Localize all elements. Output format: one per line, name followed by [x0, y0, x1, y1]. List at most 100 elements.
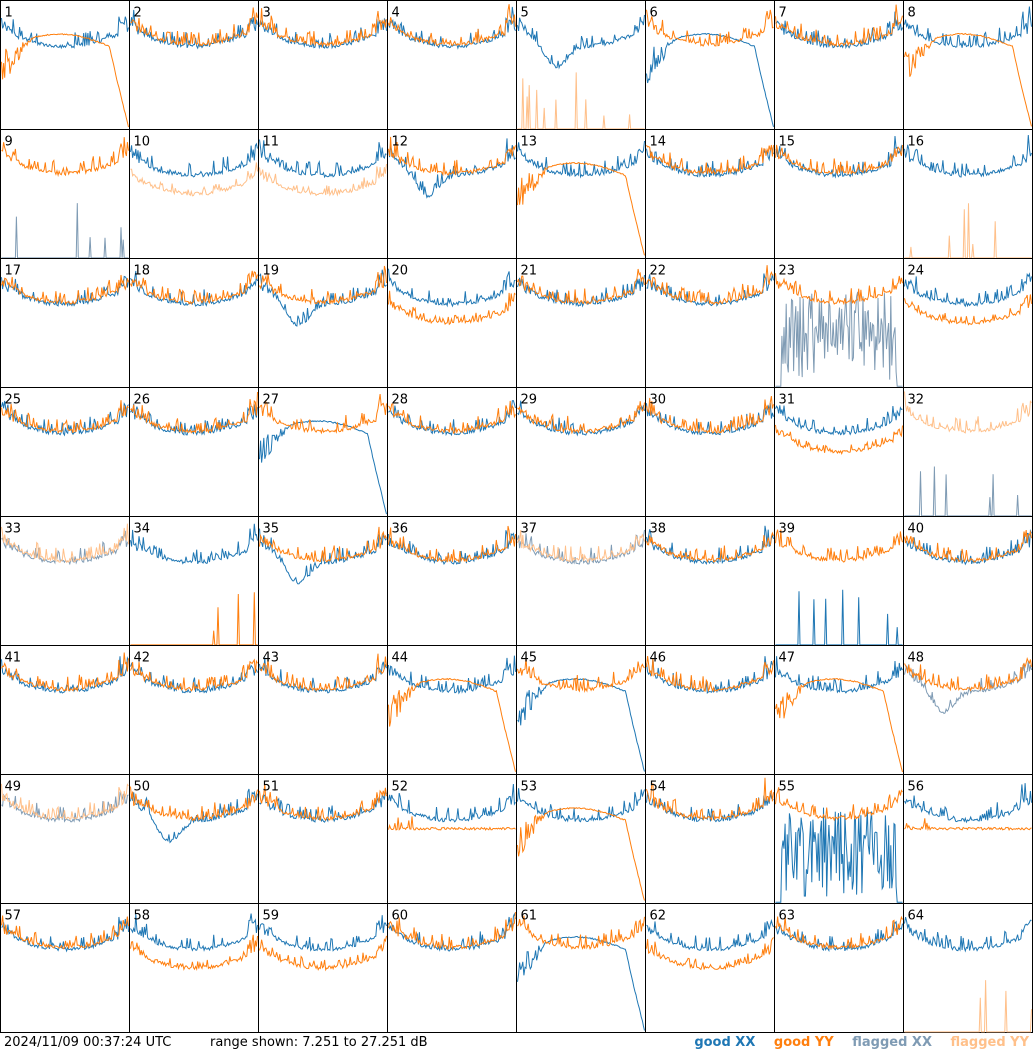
panel-label: 49: [5, 780, 22, 795]
panel-label: 12: [392, 135, 409, 150]
series-xx: [904, 783, 1032, 824]
panel-9: 9: [0, 129, 130, 259]
legend-flagged-yy: flagged YY: [950, 1035, 1030, 1050]
panel-label: 40: [908, 522, 925, 537]
series-xx: [130, 662, 258, 694]
panel-20: 20: [387, 258, 517, 388]
series-yy: [1, 33, 129, 128]
series-yy: [904, 818, 1032, 832]
panel-frame: [129, 258, 259, 388]
panel-label: 1: [5, 6, 13, 21]
series-xx: [130, 142, 258, 178]
panel-27: 27: [258, 387, 388, 517]
panel-label: 33: [5, 522, 22, 537]
panel-label: 44: [392, 651, 409, 666]
series-yy: [904, 391, 1032, 434]
panel-frame: [774, 0, 904, 130]
series-yy: [1, 652, 129, 693]
panel-frame: [903, 387, 1033, 517]
range-text: range shown: 7.251 to 27.251 dB: [210, 1035, 428, 1050]
panel-label: 35: [263, 522, 280, 537]
series-yy: [259, 935, 387, 972]
series-xx: [646, 918, 774, 952]
panel-31: 31: [774, 387, 904, 517]
panel-frame: [258, 387, 388, 517]
panel-label: 21: [521, 264, 538, 279]
panel-45: 45: [516, 645, 646, 775]
series-yy: [646, 531, 774, 563]
series-xx: [1, 203, 129, 259]
panel-label: 29: [521, 393, 538, 408]
panel-32: 32: [903, 387, 1033, 517]
panel-frame: [516, 645, 646, 775]
panel-label: 27: [263, 393, 280, 408]
panel-14: 14: [645, 129, 775, 259]
series-yy: [775, 424, 903, 455]
panel-16: 16: [903, 129, 1033, 259]
series-xx: [130, 403, 258, 436]
panel-frame: [258, 774, 388, 904]
legend-good-xx: good XX: [694, 1035, 756, 1050]
panel-frame: [516, 0, 646, 130]
panel-label: 7: [779, 6, 787, 21]
panel-label: 45: [521, 651, 538, 666]
panel-frame: [903, 774, 1033, 904]
panel-23: 23: [774, 258, 904, 388]
series-yy: [1, 400, 129, 435]
series-yy: [1, 523, 129, 564]
series-yy: [130, 7, 258, 47]
series-xx: [259, 915, 387, 952]
series-xx: [775, 291, 903, 387]
series-xx: [1, 656, 129, 694]
panel-60: 60: [387, 903, 517, 1033]
series-yy: [904, 294, 1032, 326]
panel-frame: [645, 129, 775, 259]
panel-64: 64: [903, 903, 1033, 1033]
series-yy: [775, 4, 903, 48]
series-yy: [130, 658, 258, 692]
series-yy: [775, 529, 903, 563]
panel-frame: [387, 903, 517, 1033]
panel-frame: [129, 0, 259, 130]
series-xx: [259, 139, 387, 179]
panel-frame: [645, 903, 775, 1033]
panel-label: 62: [650, 909, 667, 924]
series-yy: [388, 136, 516, 177]
panel-label: 52: [392, 780, 409, 795]
panel-label: 23: [779, 264, 796, 279]
panel-frame: [516, 903, 646, 1033]
panel-frame: [774, 129, 904, 259]
series-xx: [130, 788, 258, 844]
panel-4: 4: [387, 0, 517, 130]
series-yy: [517, 72, 645, 130]
panel-7: 7: [774, 0, 904, 130]
panel-frame: [645, 387, 775, 517]
panel-label: 60: [392, 909, 409, 924]
series-yy: [775, 144, 903, 176]
series-yy: [130, 391, 258, 434]
panel-frame: [774, 516, 904, 646]
panel-label: 2: [134, 6, 142, 21]
panel-59: 59: [258, 903, 388, 1033]
panel-28: 28: [387, 387, 517, 517]
panel-24: 24: [903, 258, 1033, 388]
series-xx: [904, 466, 1032, 517]
panel-61: 61: [516, 903, 646, 1033]
series-yy: [904, 32, 1032, 127]
panel-3: 3: [258, 0, 388, 130]
series-xx: [517, 529, 645, 565]
panel-52: 52: [387, 774, 517, 904]
panel-label: 57: [5, 909, 22, 924]
panel-frame: [387, 129, 517, 259]
panel-56: 56: [903, 774, 1033, 904]
series-yy: [775, 915, 903, 950]
panel-label: 4: [392, 6, 400, 21]
series-yy: [517, 268, 645, 305]
series-yy: [259, 8, 387, 48]
series-xx: [904, 272, 1032, 308]
panel-frame: [0, 516, 130, 646]
series-yy: [388, 4, 516, 47]
series-yy: [775, 273, 903, 306]
panel-label: 11: [263, 135, 280, 150]
